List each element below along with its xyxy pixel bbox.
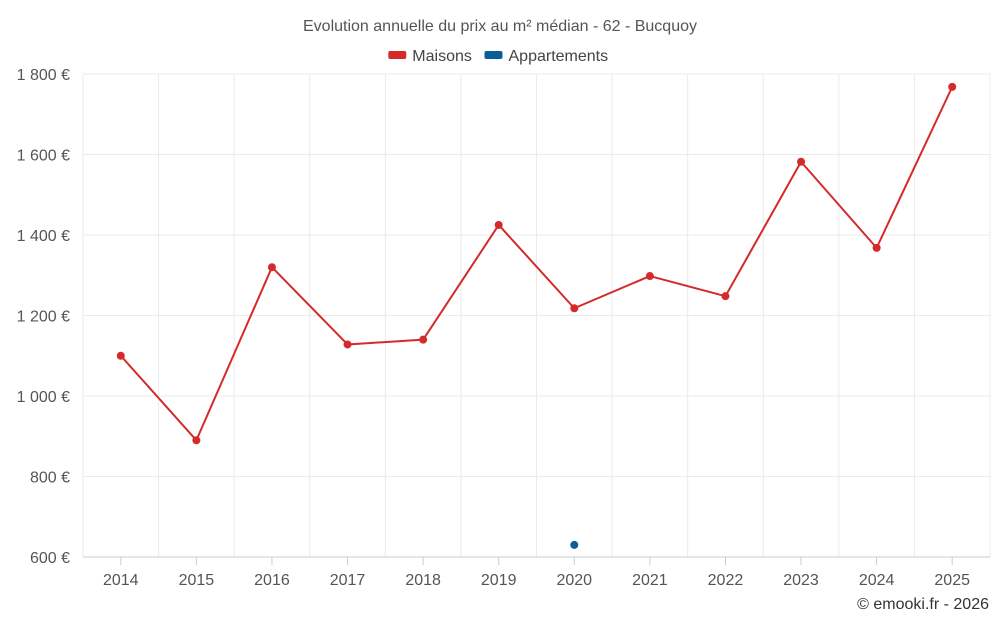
x-tick-label: 2019 bbox=[481, 572, 517, 589]
legend-swatch bbox=[484, 51, 503, 59]
legend-label: Appartements bbox=[509, 48, 609, 65]
x-tick-label: 2023 bbox=[783, 572, 819, 589]
data-point[interactable] bbox=[570, 304, 579, 313]
y-tick-label: 1 200 € bbox=[17, 309, 70, 326]
x-tick-label: 2018 bbox=[405, 572, 441, 589]
y-tick-label: 1 600 € bbox=[17, 148, 70, 165]
data-point[interactable] bbox=[797, 157, 806, 166]
data-point[interactable] bbox=[419, 335, 428, 344]
x-tick-label: 2015 bbox=[179, 572, 215, 589]
x-tick-label: 2021 bbox=[632, 572, 668, 589]
y-tick-label: 1 400 € bbox=[17, 228, 70, 245]
grid-lines bbox=[82, 73, 991, 558]
x-tick-label: 2017 bbox=[330, 572, 366, 589]
x-tick-label: 2014 bbox=[103, 572, 139, 589]
data-point[interactable] bbox=[267, 263, 276, 272]
data-point[interactable] bbox=[570, 540, 579, 549]
y-tick-label: 1 000 € bbox=[17, 389, 70, 406]
y-tick-label: 600 € bbox=[30, 550, 70, 567]
y-tick-label: 800 € bbox=[30, 470, 70, 487]
data-point[interactable] bbox=[116, 351, 125, 360]
x-tick-label: 2022 bbox=[708, 572, 744, 589]
chart-title: Evolution annuelle du prix au m² médian … bbox=[303, 18, 697, 35]
data-point[interactable] bbox=[948, 82, 957, 91]
credit-text: © emooki.fr - 2026 bbox=[857, 596, 989, 613]
series-layer bbox=[116, 82, 957, 549]
y-axis-ticks: 600 € 800 € 1 000 € 1 200 € 1 400 € 1 600 € 1 … bbox=[17, 67, 70, 567]
x-tick-label: 2016 bbox=[254, 572, 290, 589]
data-point[interactable] bbox=[721, 292, 730, 301]
x-tick-label: 2024 bbox=[859, 572, 895, 589]
legend[interactable]: Maisons Appartements bbox=[388, 48, 608, 65]
x-tick-label: 2020 bbox=[556, 572, 592, 589]
legend-item[interactable]: Appartements bbox=[484, 48, 609, 65]
legend-item[interactable]: Maisons bbox=[388, 48, 472, 65]
x-tick-label: 2025 bbox=[934, 572, 970, 589]
data-point[interactable] bbox=[645, 272, 654, 281]
data-point[interactable] bbox=[192, 436, 201, 445]
data-point[interactable] bbox=[494, 220, 503, 229]
x-axis-ticks: 2014 2015 2016 2017 2018 2019 2020 2021 2022 2023… bbox=[103, 557, 970, 589]
y-tick-label: 1 800 € bbox=[17, 67, 70, 84]
legend-swatch bbox=[388, 51, 407, 59]
legend-label: Maisons bbox=[412, 48, 472, 65]
data-point[interactable] bbox=[872, 243, 881, 252]
series-line bbox=[120, 86, 954, 442]
data-point[interactable] bbox=[343, 340, 352, 349]
